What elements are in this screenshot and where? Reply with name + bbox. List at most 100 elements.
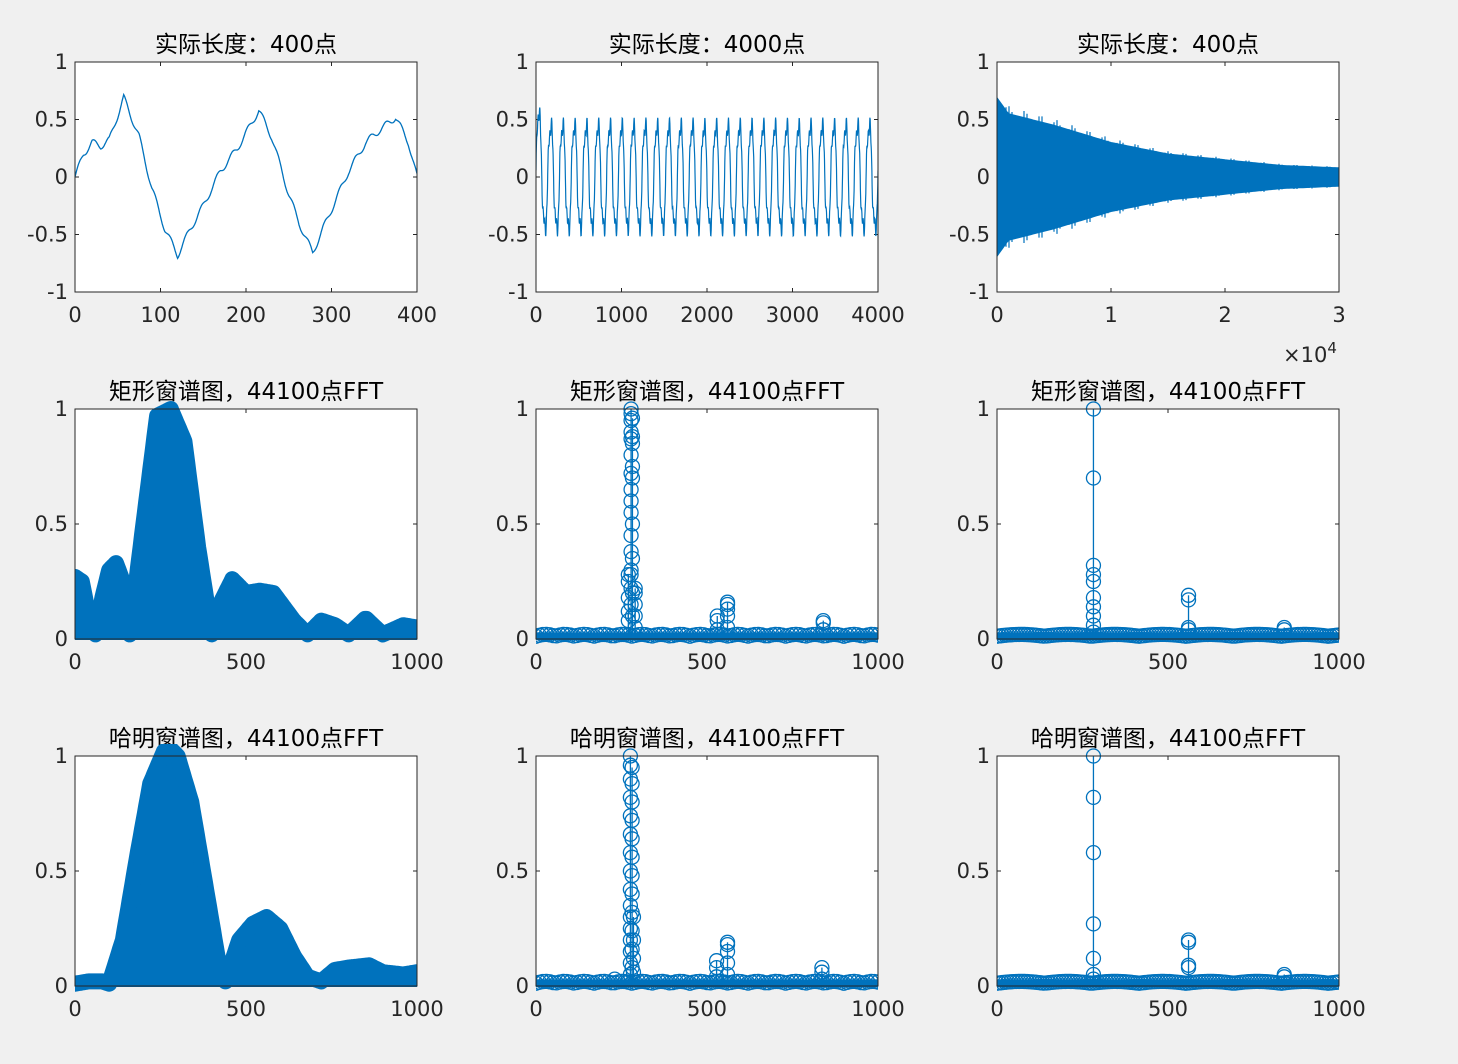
plot-area (997, 748, 1339, 991)
stem-marker (1180, 959, 1197, 976)
y-tick-label: 1 (977, 744, 990, 768)
y-tick-label: 0.5 (496, 512, 529, 536)
stem-marker (624, 759, 640, 776)
y-tick-label: 0 (516, 974, 529, 998)
subplot-rect-4000: 矩形窗谱图，44100点FFT 0 0.5 1 0 500 1000 (496, 379, 905, 674)
plot-area (75, 744, 417, 992)
stem-marker (1085, 950, 1102, 967)
plot-title: 实际长度：400点 (155, 32, 337, 58)
stem-marker (708, 969, 725, 985)
axes-background (535, 755, 879, 987)
subplot-rect-400: 矩形窗谱图，44100点FFT 0 0.5 1 0 500 1000 (35, 379, 444, 674)
y-tick-label: 1 (516, 744, 529, 768)
stem-marker (624, 470, 641, 486)
stem-marker (708, 953, 725, 969)
stem-marker (719, 955, 736, 971)
y-tick-label: -0.5 (949, 223, 990, 247)
y-tick-label: 0.5 (957, 859, 990, 883)
stem-marker (623, 527, 639, 544)
stem-marker (719, 601, 736, 617)
y-tick-label: 0 (516, 627, 529, 651)
stem-marker (1180, 622, 1197, 638)
x-tick-label: 500 (687, 997, 727, 1021)
plot-title: 矩形窗谱图，44100点FFT (109, 379, 384, 405)
stem-marker (624, 867, 640, 884)
stem-marker (1085, 844, 1102, 861)
plot-title: 哈明窗谱图，44100点FFT (570, 726, 845, 752)
stem-marker (624, 831, 640, 847)
stem-marker (1085, 557, 1102, 574)
stem-marker (1085, 566, 1102, 583)
y-tick-label: 0 (977, 974, 990, 998)
y-tick-label: 1 (55, 744, 68, 768)
stem-marker (624, 886, 640, 902)
stem-marker (624, 428, 641, 445)
plot-title: 实际长度：4000点 (609, 32, 806, 58)
x-tick-label: 4000 (851, 303, 904, 327)
y-tick-label: 1 (55, 50, 68, 74)
stem-marker (1085, 470, 1102, 486)
x-tick-label: 0 (68, 650, 81, 674)
x-tick-label: 1000 (390, 650, 443, 674)
x-tick-label: 0 (529, 997, 542, 1021)
stem-marker (1085, 573, 1102, 590)
stem-marker (622, 920, 639, 937)
plot-area (536, 748, 878, 991)
stem-marker (1180, 592, 1197, 608)
y-tick-label: 0.5 (957, 108, 990, 132)
axes-background (74, 61, 418, 293)
subplot-hamming-4000: 哈明窗谱图，44100点FFT 0 0.5 1 0 500 1000 (496, 726, 905, 1021)
plot-title: 哈明窗谱图，44100点FFT (109, 726, 384, 752)
y-tick-label: 0.5 (35, 512, 68, 536)
plot-area (536, 107, 878, 238)
stem-marker (624, 516, 641, 532)
plot-title: 矩形窗谱图，44100点FFT (1031, 379, 1306, 405)
axes-frame (74, 755, 418, 987)
x-tick-label: 500 (1148, 997, 1188, 1021)
stem-marker (814, 964, 830, 980)
y-tick-label: 0 (516, 165, 529, 189)
subplot-time-30000: 实际长度：400点-1-0.500.510 1 2 3×104 (949, 32, 1346, 367)
y-tick-label: 0.5 (35, 859, 68, 883)
subplot-hamming-30000: 哈明窗谱图，44100点FFT 0 0.5 1 0 500 1000 (957, 726, 1366, 1021)
stem-marker (719, 943, 736, 960)
y-tick-label: 1 (516, 50, 529, 74)
x-tick-label: 0 (990, 997, 1003, 1021)
axes-frame (996, 755, 1340, 987)
stem-marker (627, 596, 643, 613)
stem-marker (1085, 599, 1102, 615)
stem-marker (627, 580, 643, 597)
stem-marker (623, 596, 639, 613)
y-tick-label: 0 (55, 627, 68, 651)
subplot-rect-30000: 矩形窗谱图，44100点FFT 0 0.5 1 0 500 1000 (957, 379, 1366, 674)
x-tick-label: 3 (1332, 303, 1345, 327)
subplot-time-400: 实际长度：400点 -1 -0.5 0 0.5 1 0 100 200 300 400 (27, 32, 437, 327)
stem-marker (815, 612, 831, 629)
stem-marker (719, 966, 736, 983)
x-tick-label: 2 (1218, 303, 1231, 327)
stem-marker (624, 849, 640, 865)
stem-marker (622, 757, 639, 773)
y-tick-label: 1 (55, 397, 68, 421)
y-tick-label: -1 (47, 280, 68, 304)
x-tick-label: 0 (529, 650, 542, 674)
x-tick-label: 1000 (851, 650, 904, 674)
x-tick-label: 300 (311, 303, 351, 327)
series-line (75, 92, 417, 260)
y-tick-label: 0.5 (35, 108, 68, 132)
stem-marker (624, 775, 640, 792)
plot-area (75, 92, 417, 260)
x-tick-label: 0 (68, 997, 81, 1021)
stem-marker (627, 608, 643, 624)
stem-marker (623, 504, 639, 521)
stem-marker (625, 909, 642, 925)
axes-frame (74, 408, 418, 640)
x-tick-label: 1000 (1312, 650, 1365, 674)
plot-title: 实际长度：400点 (1077, 32, 1259, 58)
y-tick-label: 1 (977, 397, 990, 421)
axes-background (535, 408, 879, 640)
plot-area (997, 401, 1339, 644)
x-tick-label: 400 (397, 303, 437, 327)
stem-marker (623, 493, 639, 509)
